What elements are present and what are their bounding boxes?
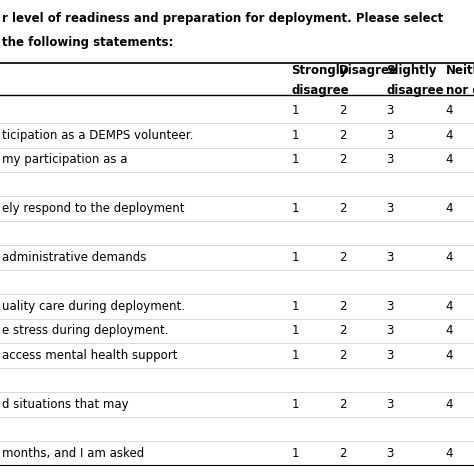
Text: 3: 3 [386,349,394,362]
Text: 3: 3 [386,447,394,460]
Text: 2: 2 [339,129,346,142]
Text: 4: 4 [446,202,453,215]
Text: 3: 3 [386,324,394,337]
Text: 1: 1 [292,153,299,166]
Text: uality care during deployment.: uality care during deployment. [2,300,185,313]
Text: nor d: nor d [446,84,474,97]
Text: 1: 1 [292,300,299,313]
Text: 4: 4 [446,324,453,337]
Text: 2: 2 [339,104,346,118]
Text: months, and I am asked: months, and I am asked [2,447,145,460]
Text: my participation as a: my participation as a [2,153,128,166]
Text: r level of readiness and preparation for deployment. Please select: r level of readiness and preparation for… [2,12,444,25]
Text: 1: 1 [292,129,299,142]
Text: 1: 1 [292,324,299,337]
Text: 1: 1 [292,447,299,460]
Text: 4: 4 [446,129,453,142]
Text: 2: 2 [339,153,346,166]
Text: 2: 2 [339,349,346,362]
Text: 4: 4 [446,349,453,362]
Text: 4: 4 [446,251,453,264]
Text: 3: 3 [386,398,394,411]
Text: Strongly: Strongly [292,64,348,77]
Text: 3: 3 [386,153,394,166]
Text: 1: 1 [292,398,299,411]
Text: 3: 3 [386,251,394,264]
Text: 2: 2 [339,202,346,215]
Text: 4: 4 [446,447,453,460]
Text: 2: 2 [339,324,346,337]
Text: Disagree: Disagree [339,64,398,77]
Text: 3: 3 [386,300,394,313]
Text: disagree: disagree [386,84,444,97]
Text: 4: 4 [446,153,453,166]
Text: Neith: Neith [446,64,474,77]
Text: administrative demands: administrative demands [2,251,147,264]
Text: 2: 2 [339,398,346,411]
Text: 1: 1 [292,202,299,215]
Text: the following statements:: the following statements: [2,36,174,49]
Text: 4: 4 [446,398,453,411]
Text: 1: 1 [292,104,299,118]
Text: 2: 2 [339,447,346,460]
Text: disagree: disagree [292,84,349,97]
Text: ticipation as a DEMPS volunteer.: ticipation as a DEMPS volunteer. [2,129,194,142]
Text: d situations that may: d situations that may [2,398,129,411]
Text: ely respond to the deployment: ely respond to the deployment [2,202,185,215]
Text: 4: 4 [446,300,453,313]
Text: Slightly: Slightly [386,64,437,77]
Text: 1: 1 [292,349,299,362]
Text: 2: 2 [339,300,346,313]
Text: 4: 4 [446,104,453,118]
Text: 1: 1 [292,251,299,264]
Text: 3: 3 [386,104,394,118]
Text: 3: 3 [386,129,394,142]
Text: e stress during deployment.: e stress during deployment. [2,324,169,337]
Text: 3: 3 [386,202,394,215]
Text: 2: 2 [339,251,346,264]
Text: access mental health support: access mental health support [2,349,178,362]
